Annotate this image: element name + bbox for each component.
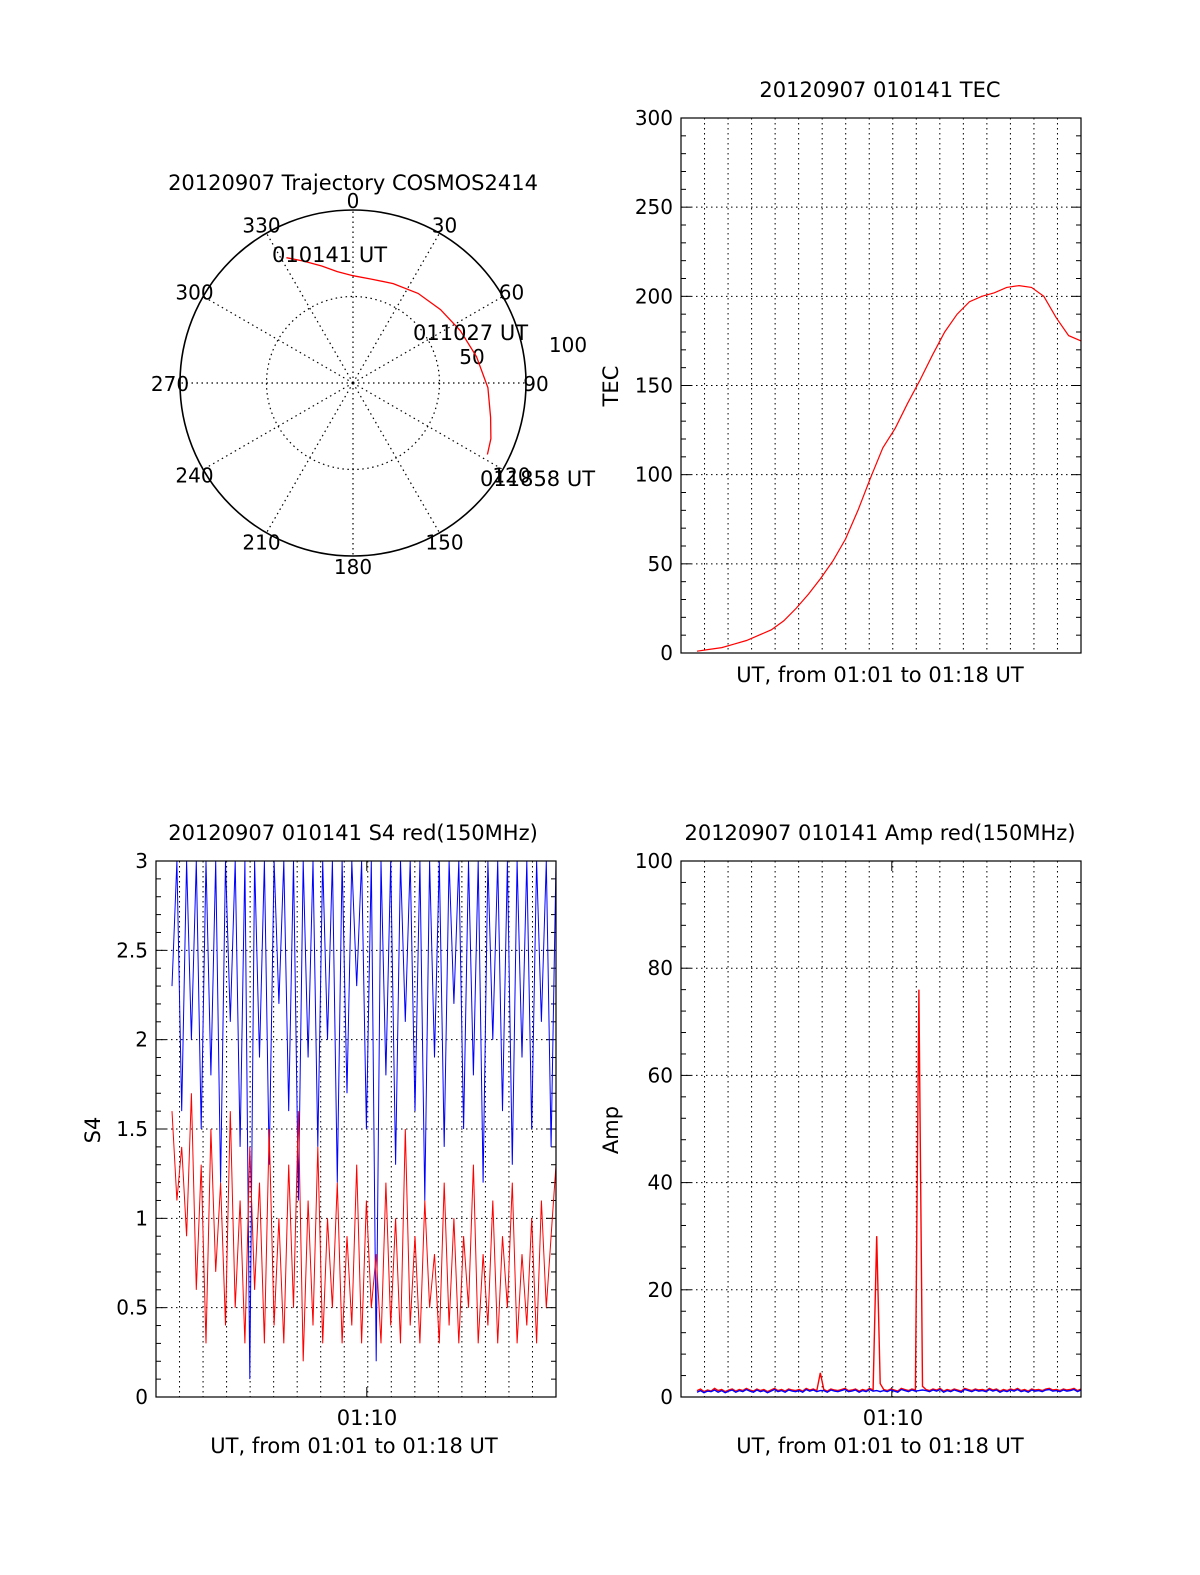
polar-spoke-210: [265, 382, 354, 534]
polar-azimuth-label: 60: [499, 281, 524, 305]
polar-azimuth-label: 330: [242, 214, 280, 238]
polar-azimuth-label: 90: [523, 372, 548, 396]
polar-azimuth-label: 270: [151, 372, 189, 396]
y-tick-label: 150: [635, 374, 673, 398]
y-tick-label: 40: [648, 1171, 673, 1195]
s4-y-axis-label: S4: [81, 1117, 105, 1144]
s4-blue-series-line: [171, 860, 557, 1380]
amp-blue-series-line: [696, 1388, 1082, 1394]
time-label-middle: 011027 UT: [413, 321, 528, 345]
polar-spoke-30: [352, 232, 441, 384]
tec-title: 20120907 010141 TEC: [759, 78, 1000, 102]
polar-azimuth-label: 0: [347, 189, 360, 213]
amp-x-tick-label: 01:10: [863, 1406, 924, 1430]
polar-spoke-60: [352, 295, 504, 384]
s4-title: 20120907 010141 S4 red(150MHz): [168, 821, 538, 845]
y-tick-label: 1.5: [116, 1117, 148, 1141]
tec-plot-frame: [680, 117, 1082, 654]
tec-x-axis-label: UT, from 01:01 to 01:18 UT: [736, 663, 1024, 687]
amp-panel: 20120907 010141 Amp red(150MHz) 0 20 40 60 8…: [599, 821, 1082, 1458]
tec-grid: [681, 117, 1081, 654]
polar-azimuth-label: 210: [242, 530, 280, 554]
y-tick-label: 300: [635, 106, 673, 130]
s4-plot-frame: [155, 860, 557, 1398]
trajectory-title: 20120907 Trajectory COSMOS2414: [168, 171, 538, 195]
tec-y-tick-labels: 0 50 100 150 200 250 300: [635, 106, 673, 665]
polar-azimuth-labels: 0 30 60 90 120 150 180 210 240 270 300 330: [151, 189, 549, 579]
polar-spoke-300: [202, 295, 354, 384]
polar-spoke-120: [352, 382, 504, 471]
amp-y-tick-labels: 0 20 40 60 80 100: [635, 849, 673, 1409]
polar-spoke-330: [265, 232, 354, 384]
radial-label-100: 100: [549, 333, 587, 357]
y-tick-label: 2: [135, 1028, 148, 1052]
tec-series-line: [696, 284, 1082, 652]
y-tick-label: 0: [135, 1385, 148, 1409]
trajectory-track: [286, 257, 492, 455]
y-tick-label: 100: [635, 463, 673, 487]
y-tick-label: 100: [635, 849, 673, 873]
polar-outer-ring: [179, 209, 527, 557]
polar-azimuth-label: 180: [334, 555, 372, 579]
y-tick-label: 80: [648, 956, 673, 980]
y-tick-label: 3: [135, 849, 148, 873]
y-tick-label: 250: [635, 195, 673, 219]
tec-y-axis-label: TEC: [599, 366, 623, 408]
amp-y-axis-label: Amp: [599, 1106, 623, 1154]
polar-azimuth-label: 240: [175, 464, 213, 488]
s4-y-tick-labels: 0 0.5 1 1.5 2 2.5 3: [116, 849, 148, 1409]
amp-plot-frame: [680, 860, 1082, 1398]
trajectory-panel: 20120907 Trajectory COSMOS2414 0 30 60 90 12…: [151, 171, 595, 579]
polar-grid: [179, 209, 527, 557]
polar-azimuth-label: 150: [425, 530, 463, 554]
y-tick-label: 50: [648, 552, 673, 576]
y-tick-label: 60: [648, 1063, 673, 1087]
y-tick-label: 0: [660, 1385, 673, 1409]
s4-x-axis-label: UT, from 01:01 to 01:18 UT: [210, 1434, 498, 1458]
time-label-start: 010141 UT: [272, 243, 387, 267]
amp-x-axis-label: UT, from 01:01 to 01:18 UT: [736, 1434, 1024, 1458]
s4-x-tick-label: 01:10: [337, 1406, 398, 1430]
polar-azimuth-label: 120: [492, 464, 530, 488]
y-tick-label: 2.5: [116, 938, 148, 962]
polar-spoke-240: [202, 382, 354, 471]
amp-title: 20120907 010141 Amp red(150MHz): [684, 821, 1075, 845]
polar-spoke-150: [352, 382, 441, 534]
s4-red-series-line: [171, 1093, 557, 1362]
y-tick-label: 0.5: [116, 1296, 148, 1320]
time-label-end: 011858 UT: [480, 467, 595, 491]
s4-panel: 20120907 010141 S4 red(150MHz) 0 0.5 1 1.5 2…: [81, 821, 557, 1458]
y-tick-label: 1: [135, 1206, 148, 1230]
y-tick-label: 20: [648, 1278, 673, 1302]
y-tick-label: 200: [635, 284, 673, 308]
polar-azimuth-label: 30: [432, 214, 457, 238]
amp-red-series-line: [696, 989, 1082, 1393]
polar-azimuth-label: 300: [175, 281, 213, 305]
tec-panel: 20120907 010141 TEC 0 50 100 150 200 250 300 T…: [599, 78, 1082, 687]
y-tick-label: 0: [660, 641, 673, 665]
